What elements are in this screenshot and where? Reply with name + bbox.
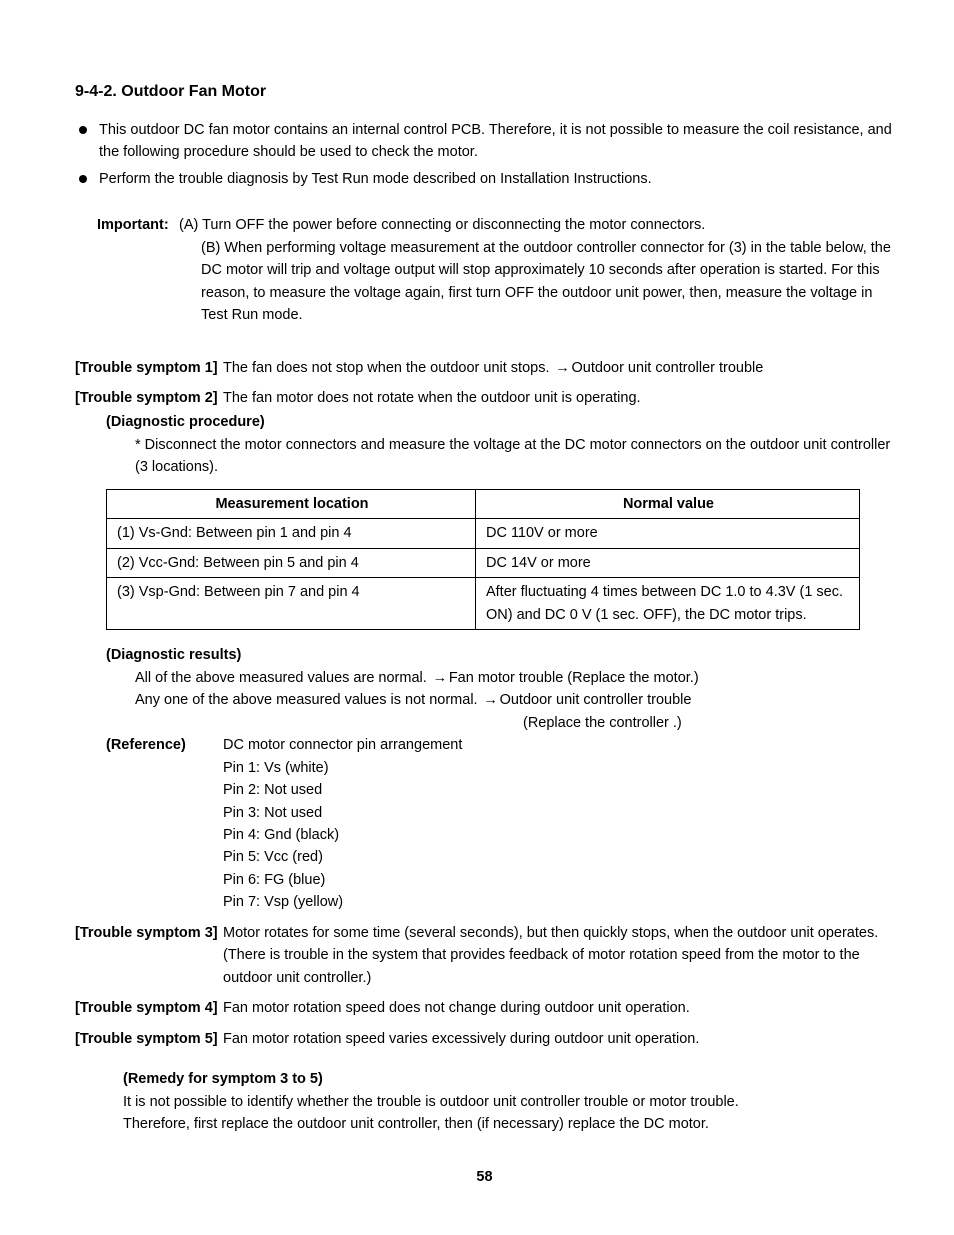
important-block: Important: (A) Turn OFF the power before… xyxy=(97,214,894,326)
section-number: 9-4-2. xyxy=(75,83,117,100)
symptom-result: Outdoor unit controller trouble xyxy=(572,360,764,376)
table-cell: After fluctuating 4 times between DC 1.0… xyxy=(475,578,859,630)
symptom-text: Motor rotates for some time (several sec… xyxy=(223,922,894,944)
table-cell: (1) Vs-Gnd: Between pin 1 and pin 4 xyxy=(107,519,476,548)
trouble-symptom-1: [Trouble symptom 1] The fan does not sto… xyxy=(75,357,894,379)
table-cell: (2) Vcc-Gnd: Between pin 5 and pin 4 xyxy=(107,548,476,577)
trouble-symptom-4: [Trouble symptom 4] Fan motor rotation s… xyxy=(75,997,894,1019)
reference-block: (Reference) DC motor connector pin arran… xyxy=(106,734,894,914)
result-line-2: Any one of the above measured values is … xyxy=(135,689,894,711)
remedy-text: It is not possible to identify whether t… xyxy=(123,1091,894,1113)
symptom-label: [Trouble symptom 2] xyxy=(75,387,223,409)
pin-item: Pin 4: Gnd (black) xyxy=(223,824,462,846)
measurement-table: Measurement location Normal value (1) Vs… xyxy=(106,489,860,630)
page-number: 58 xyxy=(75,1166,894,1188)
table-row: (2) Vcc-Gnd: Between pin 5 and pin 4 DC … xyxy=(107,548,860,577)
pin-item: Pin 2: Not used xyxy=(223,779,462,801)
section-title-text: Outdoor Fan Motor xyxy=(121,83,266,100)
pin-item: Pin 7: Vsp (yellow) xyxy=(223,891,462,913)
result-text: Outdoor unit controller trouble xyxy=(500,692,692,708)
pin-item: Pin 1: Vs (white) xyxy=(223,757,462,779)
symptom-text: Fan motor rotation speed varies excessiv… xyxy=(223,1028,894,1050)
intro-bullets: This outdoor DC fan motor contains an in… xyxy=(75,119,894,190)
bullet-item: This outdoor DC fan motor contains an in… xyxy=(75,119,894,164)
result-line-1: All of the above measured values are nor… xyxy=(135,667,894,689)
reference-label: (Reference) xyxy=(106,734,223,914)
table-row: (1) Vs-Gnd: Between pin 1 and pin 4 DC 1… xyxy=(107,519,860,548)
section-heading: 9-4-2. Outdoor Fan Motor xyxy=(75,80,894,105)
remedy-text: Therefore, first replace the outdoor uni… xyxy=(123,1113,894,1135)
trouble-symptom-3: [Trouble symptom 3] Motor rotates for so… xyxy=(75,922,894,989)
trouble-symptom-2: [Trouble symptom 2] The fan motor does n… xyxy=(75,387,894,409)
bullet-item: Perform the trouble diagnosis by Test Ru… xyxy=(75,168,894,190)
table-header: Normal value xyxy=(475,489,859,518)
important-b: (B) When performing voltage measurement … xyxy=(97,237,894,327)
symptom-label: [Trouble symptom 4] xyxy=(75,997,223,1019)
result-text: Fan motor trouble (Replace the motor.) xyxy=(449,670,699,686)
table-cell: DC 14V or more xyxy=(475,548,859,577)
pin-item: Pin 6: FG (blue) xyxy=(223,869,462,891)
important-a: (A) Turn OFF the power before connecting… xyxy=(179,214,894,236)
symptom-label: [Trouble symptom 3] xyxy=(75,922,223,989)
arrow-icon: → xyxy=(482,689,500,711)
table-header: Measurement location xyxy=(107,489,476,518)
symptom-text: Fan motor rotation speed does not change… xyxy=(223,997,894,1019)
arrow-icon: → xyxy=(431,667,449,689)
result-line-2c: (Replace the controller .) xyxy=(523,712,894,734)
symptom-label: [Trouble symptom 1] xyxy=(75,357,223,379)
pin-item: Pin 5: Vcc (red) xyxy=(223,846,462,868)
pin-item: Pin 3: Not used xyxy=(223,802,462,824)
table-row: (3) Vsp-Gnd: Between pin 7 and pin 4 Aft… xyxy=(107,578,860,630)
trouble-symptom-5: [Trouble symptom 5] Fan motor rotation s… xyxy=(75,1028,894,1050)
remedy-head: (Remedy for symptom 3 to 5) xyxy=(123,1068,894,1090)
result-text: Any one of the above measured values is … xyxy=(135,692,478,708)
symptom-text: The fan does not stop when the outdoor u… xyxy=(223,360,549,376)
diagnostic-procedure-text: * Disconnect the motor connectors and me… xyxy=(135,434,894,479)
table-cell: DC 110V or more xyxy=(475,519,859,548)
result-text: All of the above measured values are nor… xyxy=(135,670,427,686)
symptom-text: The fan motor does not rotate when the o… xyxy=(223,387,894,409)
important-label: Important: xyxy=(97,214,179,236)
arrow-icon: → xyxy=(554,357,572,379)
symptom-note: (There is trouble in the system that pro… xyxy=(223,944,894,989)
table-cell: (3) Vsp-Gnd: Between pin 7 and pin 4 xyxy=(107,578,476,630)
diagnostic-procedure-head: (Diagnostic procedure) xyxy=(106,411,894,433)
reference-title: DC motor connector pin arrangement xyxy=(223,734,462,756)
diagnostic-results-head: (Diagnostic results) xyxy=(106,644,894,666)
symptom-label: [Trouble symptom 5] xyxy=(75,1028,223,1050)
